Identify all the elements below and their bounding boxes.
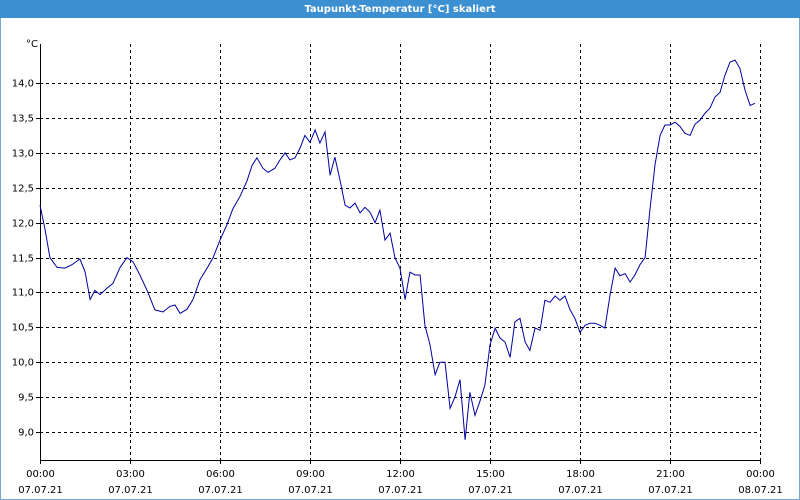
- x-tick-sublabel: 07.07.21: [558, 485, 603, 496]
- y-tick-label: 13,5: [12, 114, 34, 125]
- x-tick-sublabel: 07.07.21: [468, 485, 513, 496]
- x-tick-sublabel: 07.07.21: [108, 485, 153, 496]
- x-tick-sublabel: 07.07.21: [198, 485, 243, 496]
- x-tick-label: 09:00: [296, 469, 325, 480]
- y-tick-label: 12,5: [12, 184, 34, 195]
- chart-title: Taupunkt-Temperatur [°C] skaliert: [304, 4, 495, 15]
- y-tick-label: 14,0: [12, 79, 34, 90]
- x-tick-label: 06:00: [206, 469, 235, 480]
- x-tick-label: 00:00: [26, 469, 55, 480]
- y-tick-label: 9,5: [18, 393, 34, 404]
- x-tick-label: 21:00: [656, 469, 685, 480]
- y-tick-label: 12,0: [12, 219, 34, 230]
- y-tick-label: 9,0: [18, 428, 34, 439]
- x-tick-sublabel: 08.07.21: [738, 485, 783, 496]
- title-bar: [0, 0, 800, 18]
- x-tick-sublabel: 07.07.21: [288, 485, 333, 496]
- y-tick-label: 10,5: [12, 323, 34, 334]
- x-tick-label: 03:00: [116, 469, 145, 480]
- y-tick-label: 11,5: [12, 254, 34, 265]
- y-tick-label: 10,0: [12, 358, 34, 369]
- y-tick-label: 13,0: [12, 149, 34, 160]
- x-tick-sublabel: 07.07.21: [378, 485, 423, 496]
- y-tick-label: 11,0: [12, 288, 34, 299]
- data-line: [39, 59, 756, 440]
- x-tick-label: 18:00: [566, 469, 595, 480]
- x-tick-sublabel: 07.07.21: [648, 485, 693, 496]
- y-unit: °C: [26, 39, 38, 50]
- x-tick-label: 15:00: [476, 469, 505, 480]
- x-tick-label: 00:00: [746, 469, 775, 480]
- x-tick-sublabel: 07.07.21: [18, 485, 63, 496]
- x-tick-label: 12:00: [386, 469, 415, 480]
